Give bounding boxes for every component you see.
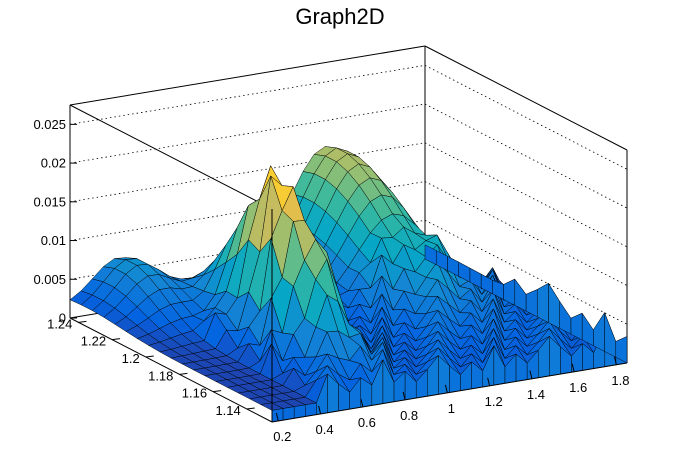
z-gridline-back [69,142,426,203]
surface-right-skirt [559,301,572,335]
x-tick-label: 0.4 [316,422,334,437]
surface-right-skirt [581,312,594,346]
y-tick-label: 1.24 [47,316,72,331]
x-axis-line [271,362,628,423]
surface-right-skirt [514,278,527,312]
y-tick-label: 1.2 [122,351,140,366]
x-tick [571,363,575,372]
z-tick-label: 0.015 [33,194,66,209]
y-tick [78,320,87,323]
x-tick-label: 0.6 [358,415,376,430]
z-gridline-right [424,65,628,170]
x-tick-label: 0.8 [400,408,418,423]
z-grid-lines [69,64,628,325]
y-tick [145,355,154,358]
z-gridline-right [424,103,628,209]
y-tick-label: 1.16 [182,386,207,401]
y-tick-label: 1.18 [148,368,173,383]
x-tick [360,398,364,408]
z-gridline-back [69,64,426,125]
z-tick-label: 0.01 [41,233,66,248]
z-gridline-right [424,219,628,325]
x-tick-label: 1.8 [611,373,629,388]
x-tick [529,370,533,379]
x-tick [613,356,617,365]
x-tick-label: 1.2 [485,394,503,409]
z-tick-label: 0.005 [33,272,66,287]
front-frame [69,105,628,423]
surface-right-skirt [604,312,617,358]
surface-right-skirt [548,283,560,329]
z-tick-label: 0.025 [33,117,66,132]
z-gridline-right [424,142,628,248]
y-tick-label: 1.14 [215,403,240,418]
z-gridline-back [69,181,426,241]
y-tick [179,372,188,375]
x-tick-label: 0.2 [273,429,291,444]
right-top-edge [424,45,628,151]
left-top-edge [69,104,273,210]
z-gridline-right [424,181,628,286]
surface-plot [69,146,628,423]
z-gridline-back [69,103,426,164]
y-tick [246,407,255,410]
surface-right-skirt [593,312,605,352]
y-tick [112,338,121,341]
chart-title: Graph2D [295,4,384,29]
x-tick-label: 1.6 [569,380,587,395]
surface-right-skirt [536,283,549,323]
back-top-edge [69,45,426,106]
y-axis-line [69,317,273,423]
y-tick [213,390,222,393]
z-axis: 0 0.005 0.01 0.015 0.02 0.025 [33,117,77,326]
x-axis: 0.2 0.4 0.6 0.8 1 1.2 1.4 1.6 1.8 [273,356,629,444]
x-tick-label: 1.4 [527,387,545,402]
y-axis: 1.14 1.16 1.18 1.2 1.22 1.24 [47,316,255,418]
x-tick [487,377,491,386]
x-tick [444,384,448,393]
z-tick-label: 0 [59,311,66,326]
x-tick-label: 1 [448,401,455,416]
y-tick-label: 1.22 [81,334,106,349]
x-tick [402,391,406,400]
x-tick [275,412,279,422]
x-tick [318,405,322,415]
z-tick-label: 0.02 [41,156,66,171]
surface-right-skirt [424,244,437,266]
